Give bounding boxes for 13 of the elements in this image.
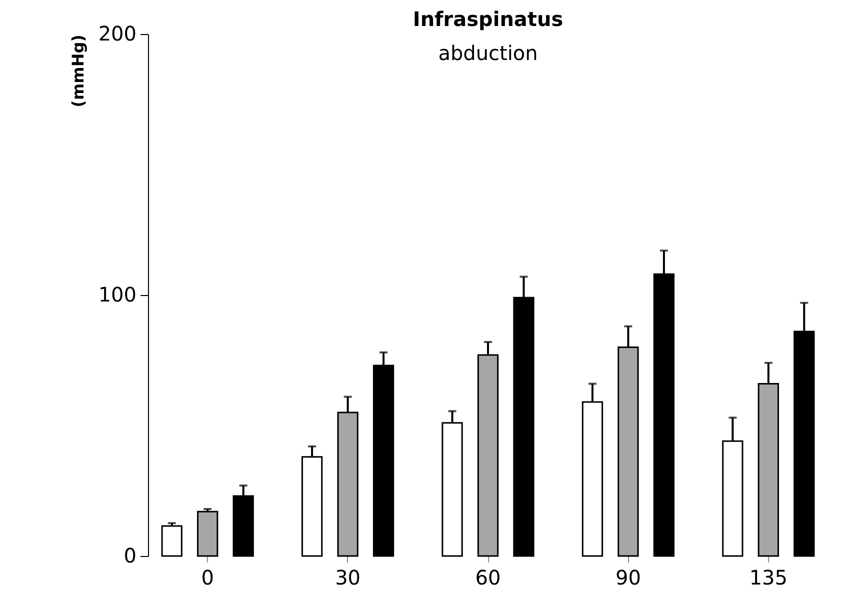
x-tick-label: 60 (475, 566, 501, 590)
chart-subtitle: abduction (438, 41, 538, 65)
y-axis-title: (mmHg) (68, 34, 88, 108)
x-tick-label: 30 (335, 566, 361, 590)
y-tick-label: 0 (124, 544, 136, 568)
bar (197, 510, 218, 557)
x-tick-label: 90 (615, 566, 641, 590)
y-tick-label: 200 (98, 22, 136, 46)
y-tick-label: 100 (98, 282, 136, 306)
x-tick-label: 135 (749, 566, 788, 590)
chart-title: Infraspinatus (412, 7, 564, 31)
bar (161, 525, 182, 557)
x-tick-label: 0 (201, 566, 214, 590)
